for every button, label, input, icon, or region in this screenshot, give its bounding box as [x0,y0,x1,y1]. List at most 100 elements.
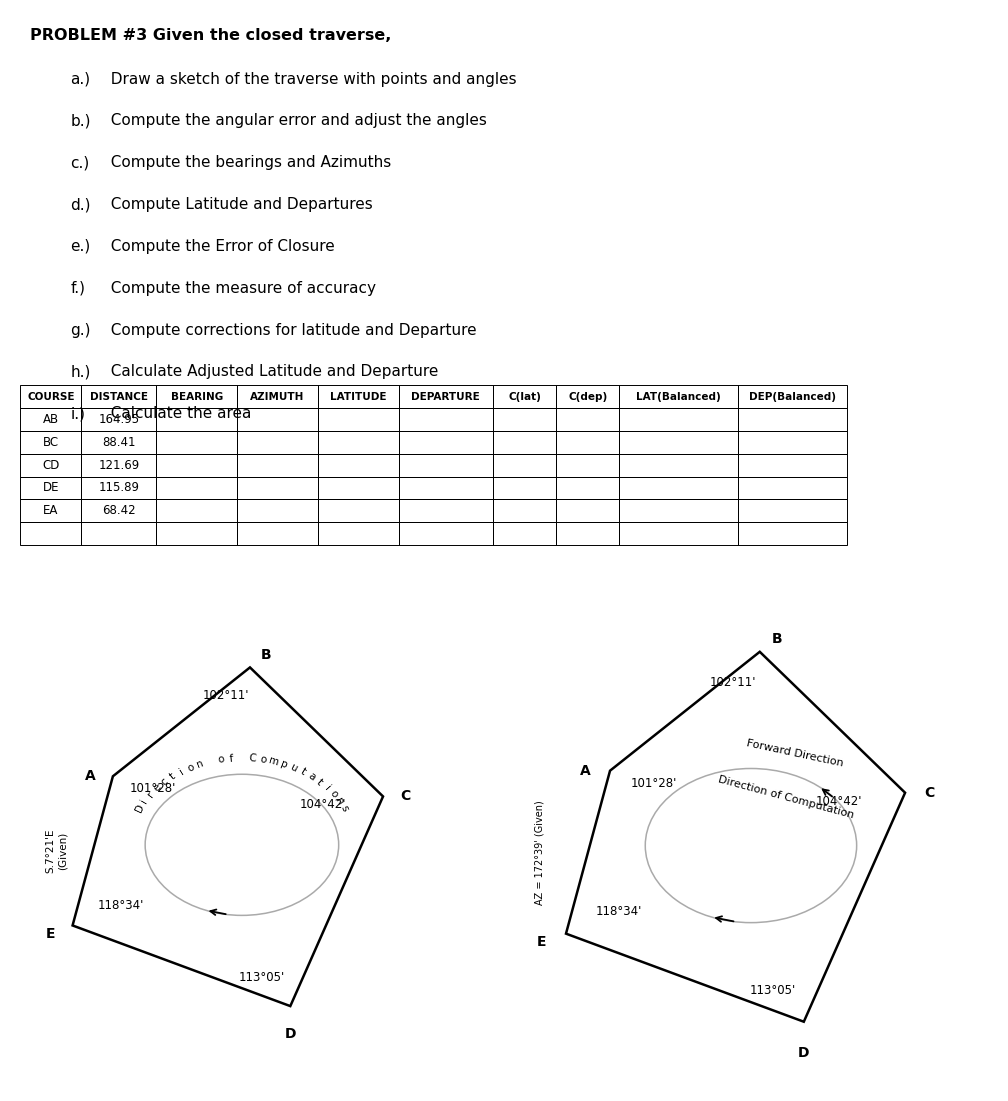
Text: t: t [298,766,307,777]
Text: o: o [328,788,340,799]
Text: Compute the Error of Closure: Compute the Error of Closure [101,239,335,254]
Bar [619,385,738,408]
Text: n: n [334,796,346,806]
Text: CD: CD [42,459,59,471]
Text: r: r [145,789,155,798]
Bar [237,500,318,522]
Bar [82,454,156,477]
Bar [619,454,738,477]
Text: S.7°21'E
(Given): S.7°21'E (Given) [45,829,68,873]
Bar [398,500,493,522]
Bar [237,385,318,408]
Text: DISTANCE: DISTANCE [90,392,148,402]
Bar [318,385,398,408]
Text: D: D [798,1046,809,1059]
Text: C: C [400,789,410,804]
Bar [20,500,82,522]
Text: Forward Direction: Forward Direction [746,738,845,768]
Text: 104°42': 104°42' [815,795,862,808]
Text: 88.41: 88.41 [102,436,136,449]
Bar [493,454,556,477]
Bar [556,385,619,408]
Text: h.): h.) [71,364,91,380]
Text: LAT(Balanced): LAT(Balanced) [636,392,721,402]
Text: 118°34': 118°34' [98,898,144,912]
Bar [156,522,237,545]
Text: Calculate Adjusted Latitude and Departure: Calculate Adjusted Latitude and Departur… [101,364,438,380]
Text: o: o [217,754,225,765]
Bar [398,385,493,408]
Text: B: B [772,632,782,645]
Text: PROBLEM #3 Given the closed traverse,: PROBLEM #3 Given the closed traverse, [30,28,392,43]
Text: f: f [229,753,234,764]
Text: B: B [261,648,271,663]
Text: u: u [288,762,298,774]
Bar [318,454,398,477]
Text: f.): f.) [71,281,86,296]
Text: i.): i.) [71,406,86,422]
Bar [493,477,556,500]
Bar [493,385,556,408]
Text: COURSE: COURSE [27,392,75,402]
Bar [237,408,318,430]
Bar [318,430,398,454]
Text: Compute the bearings and Azimuths: Compute the bearings and Azimuths [101,155,391,171]
Bar [398,408,493,430]
Text: o: o [185,762,196,774]
Text: C: C [924,786,934,799]
Bar [619,477,738,500]
Text: 113°05': 113°05' [750,984,796,998]
Bar [738,454,847,477]
Bar [619,408,738,430]
Text: s: s [339,804,350,813]
Text: 101°28': 101°28' [130,782,176,795]
Bar [82,408,156,430]
Text: 118°34': 118°34' [596,905,642,918]
Bar [82,522,156,545]
Bar [493,522,556,545]
Bar [20,522,82,545]
Text: e.): e.) [71,239,91,254]
Bar [318,477,398,500]
Text: i: i [177,766,185,776]
Bar [738,500,847,522]
Bar [738,430,847,454]
Bar [619,522,738,545]
Text: n: n [196,759,206,770]
Bar [493,408,556,430]
Bar [156,454,237,477]
Bar [20,477,82,500]
Text: Compute Latitude and Departures: Compute Latitude and Departures [101,197,373,212]
Text: a.): a.) [71,72,91,87]
Bar [82,430,156,454]
Text: C: C [248,753,257,764]
Bar [398,430,493,454]
Text: 104°42': 104°42' [299,798,346,811]
Text: LATITUDE: LATITUDE [330,392,386,402]
Bar [398,454,493,477]
Bar [237,454,318,477]
Bar [318,408,398,430]
Text: 101°28': 101°28' [631,777,677,791]
Text: AZIMUTH: AZIMUTH [250,392,304,402]
Text: i: i [139,797,149,805]
Text: 102°11': 102°11' [203,689,249,702]
Text: A: A [86,770,96,783]
Text: AZ = 172°39' (Given): AZ = 172°39' (Given) [534,799,544,905]
Text: c.): c.) [71,155,90,171]
Text: t: t [314,776,325,787]
Bar [318,500,398,522]
Text: Compute the measure of accuracy: Compute the measure of accuracy [101,281,376,296]
Bar [738,522,847,545]
Text: 164.95: 164.95 [99,413,139,426]
Text: o: o [259,754,267,765]
Bar [156,385,237,408]
Text: t: t [168,771,177,782]
Text: C(dep): C(dep) [569,392,608,402]
Bar [318,522,398,545]
Text: DEPARTURE: DEPARTURE [411,392,480,402]
Bar [82,500,156,522]
Text: DE: DE [42,481,59,494]
Bar [738,408,847,430]
Text: BC: BC [42,436,58,449]
